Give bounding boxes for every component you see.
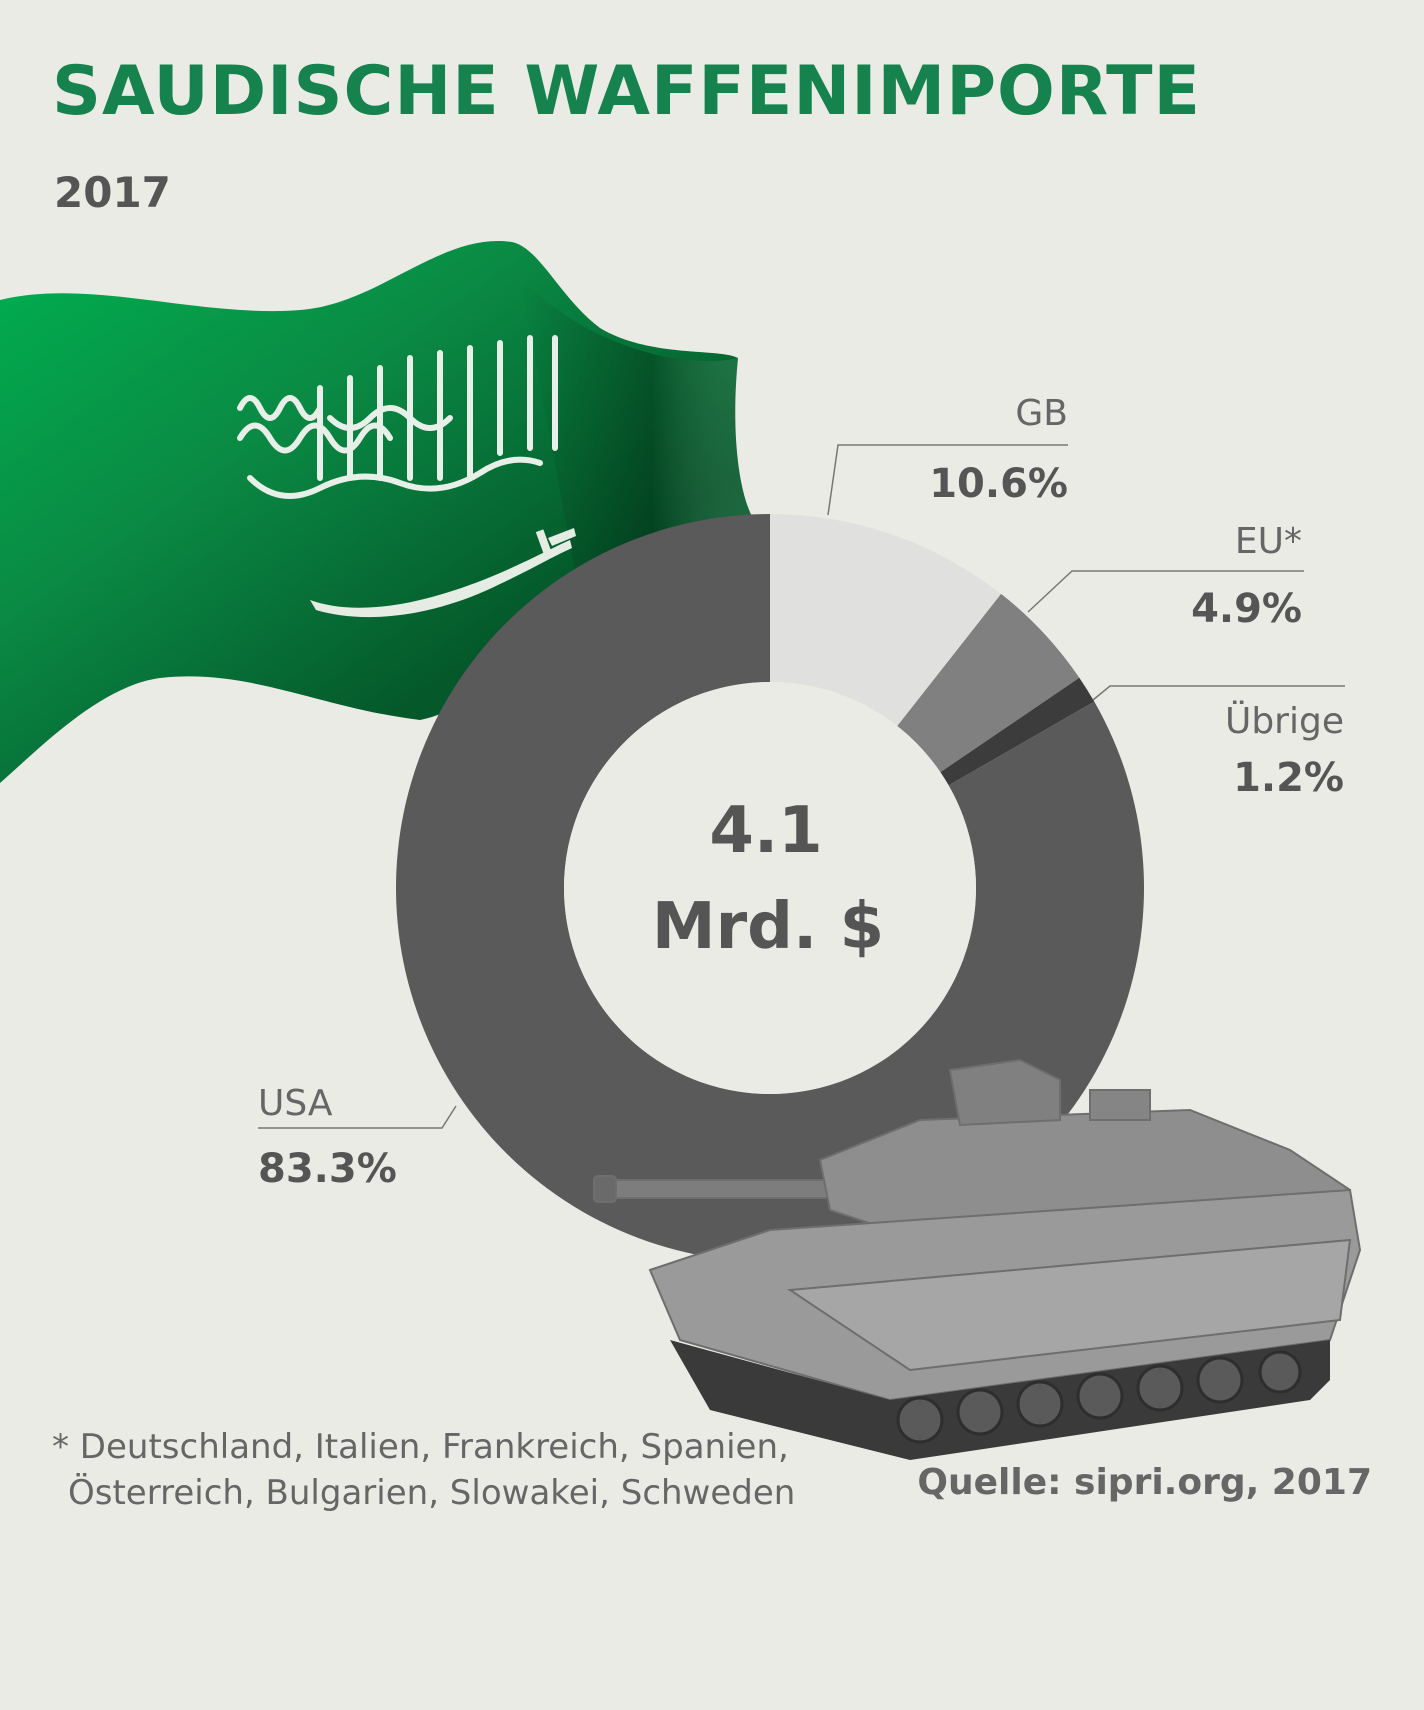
center-value: 4.1 — [709, 794, 822, 868]
slice-übrige — [940, 677, 1095, 786]
tank-muzzle — [593, 1175, 617, 1203]
leader-line — [258, 1105, 457, 1129]
slice-label-value: 83.3% — [258, 1146, 397, 1192]
slice-label-name: EU* — [1235, 521, 1302, 562]
leader-line — [1092, 685, 1345, 701]
flag-fold-shade — [520, 278, 760, 598]
slice-gb — [770, 514, 1002, 727]
slice-label-value: 1.2% — [1233, 755, 1344, 801]
calligraphy-shape — [237, 335, 558, 499]
slice-label-value: 4.9% — [1191, 586, 1302, 632]
footnote-line-2: Österreich, Bulgarien, Slowakei, Schwede… — [68, 1473, 796, 1513]
tank-sight — [1089, 1089, 1151, 1121]
chart-subtitle-year: 2017 — [54, 168, 171, 217]
tank-road-wheels — [896, 1350, 1302, 1444]
tank-side-skirt — [787, 1238, 1352, 1372]
sword-shape — [310, 528, 576, 618]
slice-labels: GB 10.6% EU* 4.9% Übrige 1.2% USA 83.3% — [258, 393, 1344, 1192]
tank-hatch — [948, 1058, 1061, 1127]
slice-label-name: GB — [1015, 393, 1068, 434]
source-credit: Quelle: sipri.org, 2017 — [917, 1462, 1372, 1503]
leader-line — [827, 444, 1068, 516]
slice-label-name: USA — [258, 1083, 333, 1124]
donut-chart: 4.1 Mrd. $ GB 10.6% EU* 4.9% Übrige 1.2% USA 83… — [258, 393, 1345, 1262]
footnote: * Deutschland, Italien, Frankreich, Span… — [52, 1424, 795, 1516]
saudi-flag-image — [0, 241, 760, 783]
slice-eu — [897, 593, 1080, 773]
donut-hole — [564, 682, 976, 1094]
slice-label-name: Übrige — [1225, 700, 1344, 742]
tank-image — [593, 1058, 1362, 1460]
center-unit: Mrd. $ — [652, 890, 884, 964]
tank-gun-barrel — [599, 1179, 861, 1199]
leader-lines — [258, 444, 1345, 1129]
slice-label-value: 10.6% — [929, 461, 1068, 507]
leader-line — [1027, 570, 1304, 613]
chart-title: SAUDISCHE WAFFENIMPORTE — [52, 52, 1201, 131]
footnote-line-1: * Deutschland, Italien, Frankreich, Span… — [52, 1427, 789, 1467]
